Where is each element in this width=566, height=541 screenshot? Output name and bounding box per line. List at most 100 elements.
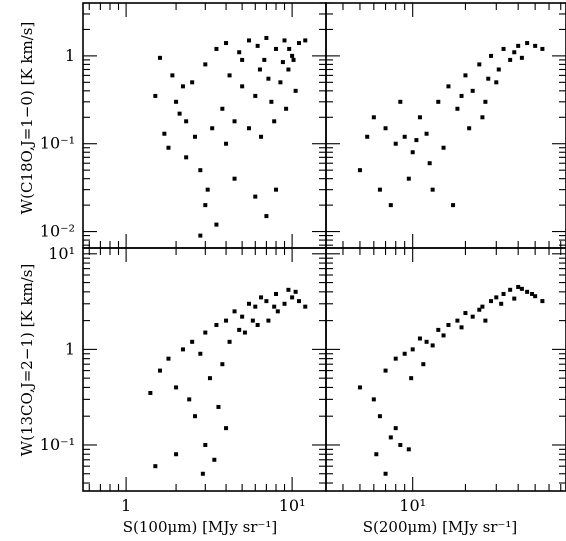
y-tick-label: 10⁻²	[40, 222, 75, 241]
data-point	[357, 168, 362, 173]
data-point	[232, 176, 237, 181]
data-point	[455, 318, 460, 323]
data-point	[393, 141, 398, 146]
data-point	[393, 426, 398, 431]
data-point	[290, 53, 295, 58]
y-tick-label: 1	[65, 46, 75, 65]
data-point	[180, 347, 185, 352]
plot-frame	[82, 2, 327, 249]
data-point	[286, 287, 291, 292]
data-point	[207, 376, 212, 381]
data-point	[365, 134, 370, 139]
data-point	[224, 141, 229, 146]
data-point	[291, 57, 296, 62]
data-point	[459, 93, 464, 98]
data-point	[451, 203, 456, 208]
data-point	[269, 99, 274, 104]
data-point	[187, 397, 192, 402]
data-point	[224, 41, 229, 46]
data-point	[296, 299, 301, 304]
data-point	[533, 294, 538, 299]
plot-frame	[82, 247, 327, 492]
data-point	[203, 62, 208, 67]
y-tick-label: 1	[65, 339, 75, 358]
data-point	[303, 304, 308, 309]
x-tick-label: 10¹	[279, 496, 306, 515]
data-point	[190, 80, 195, 85]
data-point	[293, 289, 298, 294]
data-point	[257, 67, 262, 72]
data-point	[192, 134, 197, 139]
data-point	[296, 41, 301, 46]
data-point	[494, 295, 499, 300]
panel-top-right	[325, 2, 566, 249]
data-point	[287, 46, 292, 51]
data-point	[357, 385, 362, 390]
data-point	[247, 38, 252, 43]
data-point	[540, 46, 545, 51]
panel-bottom-left: 10¹ 1 10⁻¹ 1 10¹	[40, 244, 327, 515]
data-point	[253, 93, 258, 98]
data-point	[177, 111, 182, 116]
data-point	[247, 301, 252, 306]
data-point	[455, 106, 460, 111]
data-point	[255, 322, 260, 327]
data-point	[293, 88, 298, 93]
data-point	[470, 88, 475, 93]
data-point	[477, 307, 482, 312]
data-point	[240, 57, 245, 62]
data-point	[253, 304, 258, 309]
data-point	[374, 452, 379, 457]
data-point	[284, 106, 289, 111]
data-point	[436, 99, 441, 104]
data-point	[501, 291, 506, 296]
plot-frame	[325, 2, 566, 249]
data-point	[424, 339, 429, 344]
data-point	[272, 119, 277, 124]
data-point	[262, 57, 267, 62]
data-point	[278, 80, 283, 85]
data-point	[205, 187, 210, 192]
data-point	[470, 314, 475, 319]
data-point	[483, 99, 488, 104]
data-point	[489, 53, 494, 58]
data-point	[203, 330, 208, 335]
data-point	[232, 119, 237, 124]
data-point	[489, 299, 494, 304]
data-point	[214, 46, 219, 51]
data-point	[377, 187, 382, 192]
data-point	[477, 62, 482, 67]
data-point	[421, 362, 426, 367]
data-point	[398, 99, 403, 104]
data-point	[508, 287, 513, 292]
data-point	[303, 38, 308, 43]
data-point	[240, 314, 245, 319]
data-point	[441, 145, 446, 150]
y-tick-label: 10¹	[48, 244, 75, 263]
data-point	[153, 93, 158, 98]
data-point	[446, 322, 451, 327]
data-point	[253, 194, 258, 199]
data-point	[371, 115, 376, 120]
y-tick-label: 10⁻¹	[40, 134, 75, 153]
data-point	[264, 299, 269, 304]
data-point	[282, 301, 287, 306]
data-point	[157, 368, 162, 373]
data-point	[525, 41, 530, 46]
data-point	[170, 73, 175, 78]
data-point	[494, 80, 499, 85]
data-point	[184, 119, 189, 124]
data-point	[424, 131, 429, 136]
data-point	[371, 397, 376, 402]
data-point	[383, 471, 388, 476]
data-point	[402, 134, 407, 139]
data-point	[282, 38, 287, 43]
data-point	[393, 356, 398, 361]
data-point	[214, 322, 219, 327]
data-point	[242, 330, 247, 335]
data-point	[441, 333, 446, 338]
data-point	[533, 43, 538, 48]
data-point	[290, 295, 295, 300]
data-point	[166, 145, 171, 150]
